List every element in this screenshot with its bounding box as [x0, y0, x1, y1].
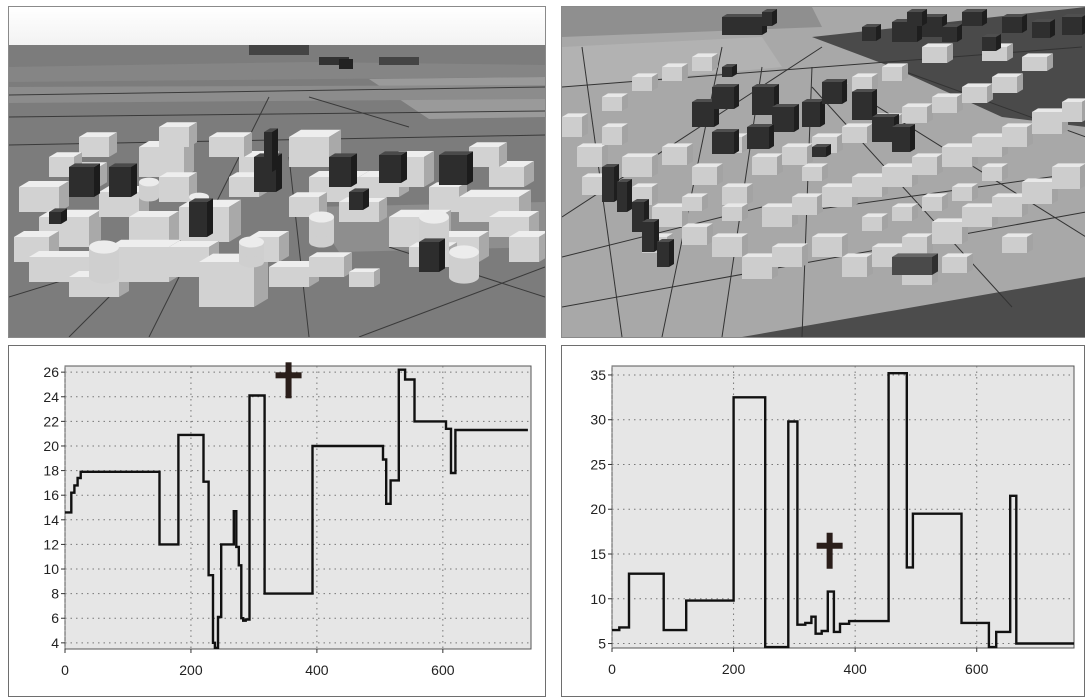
ground-parcel-dark [742, 277, 1085, 337]
city-3d-scene-right [562, 7, 1085, 337]
x-axis-ticks: 0 200 400 600 [608, 648, 989, 677]
x-tick-label: 400 [305, 662, 329, 678]
cross-marker-stem [826, 532, 833, 569]
y-tick-label: 15 [590, 546, 606, 562]
x-tick-label: 200 [722, 661, 746, 677]
y-tick-label: 14 [43, 512, 59, 528]
plot-area [611, 365, 1075, 649]
height-profile-chart-right: 5 10 15 20 25 30 35 0 200 400 600 [561, 345, 1085, 697]
height-profile-chart-left: 4 6 8 10 12 14 16 18 20 22 24 26 0 200 400 600 [8, 345, 546, 697]
height-profile-line [612, 372, 1074, 649]
skyline-distant [249, 45, 419, 69]
y-tick-label: 12 [43, 536, 59, 552]
ground-parcel [562, 37, 782, 87]
x-tick-label: 200 [179, 662, 203, 678]
x-tick-label: 600 [965, 661, 989, 677]
y-tick-label: 10 [43, 561, 59, 577]
y-tick-label: 26 [43, 364, 59, 380]
y-tick-label: 24 [43, 389, 59, 405]
y-tick-label: 8 [51, 586, 59, 602]
city-3d-view-right [561, 6, 1085, 338]
y-tick-label: 20 [590, 501, 606, 517]
x-tick-label: 0 [608, 661, 616, 677]
gridlines [64, 366, 531, 649]
x-axis-ticks: 0 200 400 600 [61, 649, 455, 678]
y-tick-label: 18 [43, 463, 59, 479]
cross-marker [275, 362, 302, 399]
plot-area [64, 365, 532, 650]
x-tick-label: 0 [61, 662, 69, 678]
cross-marker-stem [285, 362, 292, 399]
y-tick-label: 25 [590, 456, 606, 472]
y-tick-label: 22 [43, 413, 59, 429]
cross-marker-bar [275, 372, 302, 379]
y-tick-label: 6 [51, 610, 59, 626]
chart-svg-left: 4 6 8 10 12 14 16 18 20 22 24 26 0 200 400 600 [43, 362, 532, 678]
y-tick-label: 5 [598, 636, 606, 652]
y-tick-label: 4 [51, 635, 59, 651]
y-tick-label: 20 [43, 438, 59, 454]
chart-svg-right: 5 10 15 20 25 30 35 0 200 400 600 [590, 365, 1075, 677]
city-3d-view-left [8, 6, 546, 338]
buildings [562, 9, 1085, 285]
x-tick-label: 600 [431, 662, 455, 678]
height-profile-line [65, 368, 528, 649]
cross-marker-bar [816, 542, 843, 549]
y-tick-label: 35 [590, 367, 606, 383]
cross-marker [816, 532, 843, 569]
buildings [14, 122, 545, 307]
y-axis-ticks: 5 10 15 20 25 30 35 [590, 367, 612, 652]
y-tick-label: 16 [43, 487, 59, 503]
y-tick-label: 30 [590, 412, 606, 428]
y-axis-ticks: 4 6 8 10 12 14 16 18 20 22 24 26 [43, 364, 65, 651]
x-tick-label: 400 [843, 661, 867, 677]
ground-parcel [9, 62, 545, 82]
y-tick-label: 10 [590, 591, 606, 607]
city-3d-scene-left [9, 7, 545, 337]
sky [9, 7, 545, 47]
